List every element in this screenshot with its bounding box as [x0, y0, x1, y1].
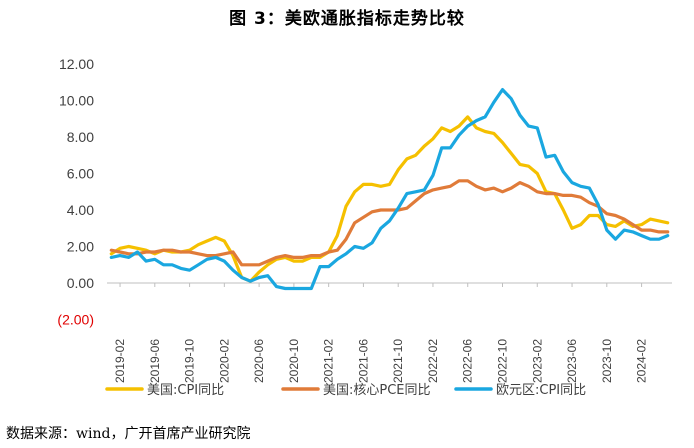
legend-label: 美国:CPI同比 — [147, 383, 224, 398]
x-tick-label: 2019-02 — [113, 339, 127, 383]
x-tick-label: 2022-06 — [461, 339, 475, 383]
x-tick-label: 2023-06 — [565, 339, 579, 383]
source-note: 数据来源：wind，广开首席产业研究院 — [6, 426, 251, 442]
x-tick-label: 2021-10 — [391, 339, 405, 383]
x-tick-label: 2019-10 — [183, 339, 197, 383]
x-tick-label: 2024-02 — [635, 339, 649, 383]
y-tick-label: 2.00 — [67, 239, 94, 255]
x-tick-label: 2023-02 — [530, 339, 544, 383]
legend: 美国:CPI同比 美国:核心PCE同比 欧元区:CPI同比 — [105, 383, 586, 398]
y-tick-label: 10.00 — [59, 93, 94, 109]
x-tick-label: 2021-06 — [356, 339, 370, 383]
x-axis: 2019-02 2019-06 2019-10 2020-02 2020-06 2020-… — [107, 282, 672, 383]
legend-label: 美国:核心PCE同比 — [323, 383, 431, 398]
y-tick-label: 4.00 — [67, 202, 94, 218]
series-line-1 — [109, 115, 670, 283]
y-tick-label: 0.00 — [67, 275, 94, 291]
x-tick-label: 2020-06 — [252, 339, 266, 383]
series-group — [109, 87, 670, 291]
x-tick-label: 2020-10 — [287, 339, 301, 383]
x-tick-label: 2020-02 — [217, 339, 231, 383]
x-tick-label: 2022-02 — [426, 339, 440, 383]
chart: (2.00) 0.00 2.00 4.00 6.00 8.00 10.00 12.00 201… — [57, 56, 672, 398]
y-tick-label: 12.00 — [59, 56, 94, 72]
y-tick-label: 8.00 — [67, 129, 94, 145]
y-tick-label: (2.00) — [57, 312, 94, 328]
series-line-3 — [109, 87, 670, 291]
y-axis: (2.00) 0.00 2.00 4.00 6.00 8.00 10.00 12.00 — [57, 56, 94, 328]
series-line-2 — [109, 179, 670, 267]
legend-label: 欧元区:CPI同比 — [496, 383, 586, 398]
x-tick-label: 2023-10 — [600, 339, 614, 383]
x-tick-label: 2021-02 — [322, 339, 336, 383]
chart-title: 图 3：美欧通胀指标走势比较 — [229, 9, 465, 29]
x-tick-label: 2022-10 — [496, 339, 510, 383]
x-tick-label: 2019-06 — [148, 339, 162, 383]
y-tick-label: 6.00 — [67, 166, 94, 182]
